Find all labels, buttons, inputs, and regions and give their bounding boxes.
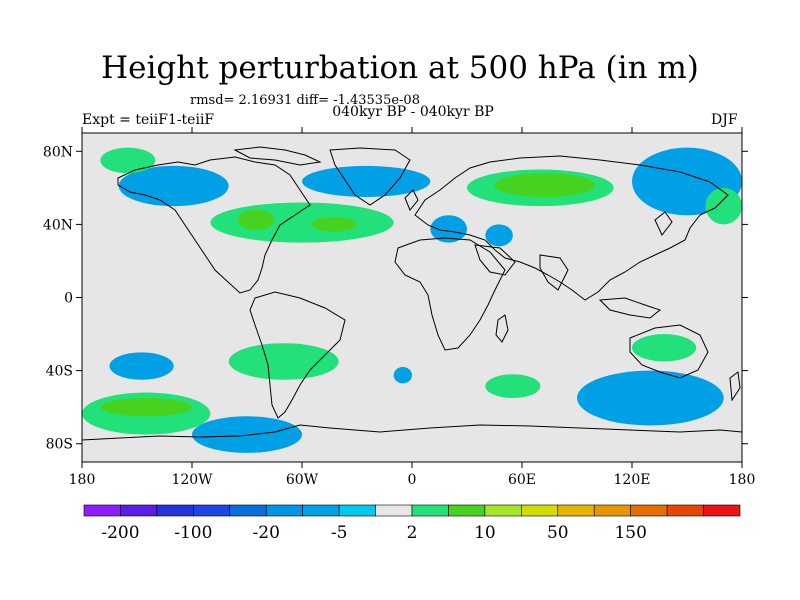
coastline-antarctica (82, 424, 742, 441)
colorbar-swatch (521, 504, 559, 517)
coastline-british-isles (404, 189, 419, 211)
lon-tick-label: 120E (614, 472, 651, 488)
contour-region-negative-0 (118, 165, 229, 207)
contour-region-positive-9 (494, 173, 596, 197)
map-axes: 80N 40N 0 40S 80S 180 120W 60W 0 60E 120E 180 (43, 127, 755, 488)
contour-region-negative-16 (577, 370, 724, 426)
lon-tick-label: 60E (508, 472, 536, 488)
coastline-australia (629, 324, 709, 379)
lon-tick-label: 180 (69, 472, 96, 488)
lon-tick-label: 60W (286, 472, 319, 488)
contour-region-positive-2 (210, 202, 394, 243)
colorbar-swatch (338, 504, 376, 517)
colorbar-label: -200 (101, 523, 139, 543)
colorbar-swatch (666, 504, 704, 517)
map-subtitle: 040kyr BP - 040kyr BP (332, 104, 494, 120)
colorbar-label: 150 (614, 523, 646, 543)
lon-tick-label: 120W (171, 472, 213, 488)
colorbar-label: -20 (253, 523, 280, 543)
coastline-layer (82, 146, 742, 441)
colorbar-swatch (120, 504, 158, 517)
coastline-japan (654, 211, 673, 236)
coastline-north-america (117, 156, 311, 294)
colorbar-label: -100 (174, 523, 212, 543)
coastline-madagascar (495, 314, 509, 343)
lat-tick-label: 80N (43, 144, 73, 160)
contour-region-positive-13 (228, 343, 339, 380)
contour-region-positive-4 (311, 217, 358, 232)
coastline-arabia (474, 244, 516, 276)
map-title: Height perturbation at 500 hPa (in m) (101, 50, 699, 86)
colorbar-swatch (193, 504, 231, 517)
coastline-maritime-se-asia (598, 297, 662, 319)
colorbar-swatch (448, 504, 486, 517)
colorbar: -200 -100 -20 -5 2 10 50 150 (83, 504, 741, 543)
colorbar-swatch (557, 504, 595, 517)
contour-fill-layer (82, 147, 742, 453)
lat-tick-label: 40S (46, 364, 73, 380)
coastline-south-america (249, 291, 346, 419)
coastline-africa (394, 237, 506, 351)
contour-region-negative-12 (109, 352, 174, 380)
colorbar-swatch (375, 504, 413, 517)
contour-region-positive-17 (632, 334, 697, 362)
colorbar-label: 50 (547, 523, 569, 543)
colorbar-swatch (630, 504, 668, 517)
stats-line: rmsd= 2.16931 diff= -1.43535e-08 (190, 93, 420, 108)
contour-region-positive-15 (485, 374, 541, 399)
colorbar-swatch (156, 504, 194, 517)
contour-region-negative-20 (192, 416, 302, 453)
contour-region-negative-14 (393, 366, 413, 384)
contour-region-positive-11 (705, 187, 742, 225)
colorbar-swatch (265, 504, 303, 517)
colorbar-swatch (83, 504, 121, 517)
contour-region-negative-6 (430, 215, 467, 243)
season-label: DJF (711, 112, 738, 128)
lat-tick-label: 80S (46, 437, 73, 453)
coastline-eurasia (414, 155, 729, 301)
colorbar-swatch (411, 504, 449, 517)
experiment-label: Expt = teiiF1-teiiF (82, 112, 215, 128)
coastline-greenland (329, 147, 411, 206)
contour-region-positive-3 (237, 209, 275, 230)
lon-tick-label: 180 (729, 472, 756, 488)
coastline-new-zealand (729, 371, 741, 402)
colorbar-swatch (229, 504, 267, 517)
contour-region-positive-19 (100, 398, 192, 417)
lat-tick-label: 40N (43, 217, 73, 233)
colorbar-label: -5 (331, 523, 348, 543)
colorbar-swatch (703, 504, 741, 517)
colorbar-swatch (484, 504, 522, 517)
contour-region-positive-1 (100, 147, 156, 174)
colorbar-label: 10 (474, 523, 496, 543)
colorbar-swatch (302, 504, 340, 517)
colorbar-swatch (593, 504, 631, 517)
coastline-arctic-islands (233, 146, 322, 166)
contour-region-negative-5 (302, 165, 431, 197)
contour-region-negative-7 (485, 224, 513, 247)
lat-tick-label: 0 (64, 291, 73, 307)
coastline-india (539, 254, 569, 291)
colorbar-label: 2 (407, 523, 418, 543)
lon-tick-label: 0 (408, 472, 417, 488)
